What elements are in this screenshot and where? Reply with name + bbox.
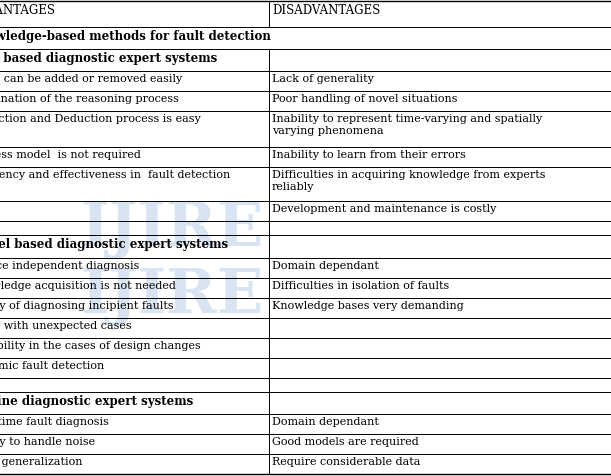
Text: Knowledge-based methods for fault detection: Knowledge-based methods for fault detect…: [0, 30, 271, 43]
Text: DISADVANTAGES: DISADVANTAGES: [272, 4, 380, 17]
Text: Good generalization: Good generalization: [0, 456, 83, 466]
Text: Model based diagnostic expert systems: Model based diagnostic expert systems: [0, 238, 229, 251]
Text: Explanation of the reasoning process: Explanation of the reasoning process: [0, 94, 179, 104]
Text: Knowledge acquisition is not needed: Knowledge acquisition is not needed: [0, 280, 176, 290]
Text: Inability to represent time-varying and spatially
varying phenomena: Inability to represent time-varying and …: [272, 114, 542, 136]
Text: Deals with unexpected cases: Deals with unexpected cases: [0, 320, 132, 330]
Text: Difficulties in acquiring knowledge from experts
reliably: Difficulties in acquiring knowledge from…: [272, 170, 546, 191]
Text: Process model  is not required: Process model is not required: [0, 150, 141, 160]
Text: Require considerable data: Require considerable data: [272, 456, 420, 466]
Text: Real time fault diagnosis: Real time fault diagnosis: [0, 416, 109, 426]
Text: Dynamic fault detection: Dynamic fault detection: [0, 360, 104, 370]
Text: Inability to learn from their errors: Inability to learn from their errors: [272, 150, 466, 160]
Text: Poor handling of novel situations: Poor handling of novel situations: [272, 94, 458, 104]
Text: Ability of diagnosing incipient faults: Ability of diagnosing incipient faults: [0, 300, 174, 310]
Text: Rule based diagnostic expert systems: Rule based diagnostic expert systems: [0, 52, 218, 65]
Text: Flexibility in the cases of design changes: Flexibility in the cases of design chang…: [0, 340, 201, 350]
Text: Difficulties in isolation of faults: Difficulties in isolation of faults: [272, 280, 449, 290]
Text: IJIRE: IJIRE: [79, 198, 263, 258]
Text: On-line diagnostic expert systems: On-line diagnostic expert systems: [0, 394, 194, 407]
Text: Ability to handle noise: Ability to handle noise: [0, 436, 95, 446]
Text: Abduction and Deduction process is easy: Abduction and Deduction process is easy: [0, 114, 201, 124]
Text: Knowledge bases very demanding: Knowledge bases very demanding: [272, 300, 464, 310]
Text: IJIRE: IJIRE: [79, 265, 263, 325]
Text: Development and maintenance is costly: Development and maintenance is costly: [272, 204, 496, 214]
Text: Lack of generality: Lack of generality: [272, 74, 374, 84]
Text: Efficiency and effectiveness in  fault detection: Efficiency and effectiveness in fault de…: [0, 170, 230, 180]
Text: Rules can be added or removed easily: Rules can be added or removed easily: [0, 74, 183, 84]
Text: Good models are required: Good models are required: [272, 436, 419, 446]
Text: ADVANTAGES: ADVANTAGES: [0, 4, 56, 17]
Text: Domain dependant: Domain dependant: [272, 416, 379, 426]
Text: Domain dependant: Domain dependant: [272, 260, 379, 270]
Text: Source independent diagnosis: Source independent diagnosis: [0, 260, 140, 270]
